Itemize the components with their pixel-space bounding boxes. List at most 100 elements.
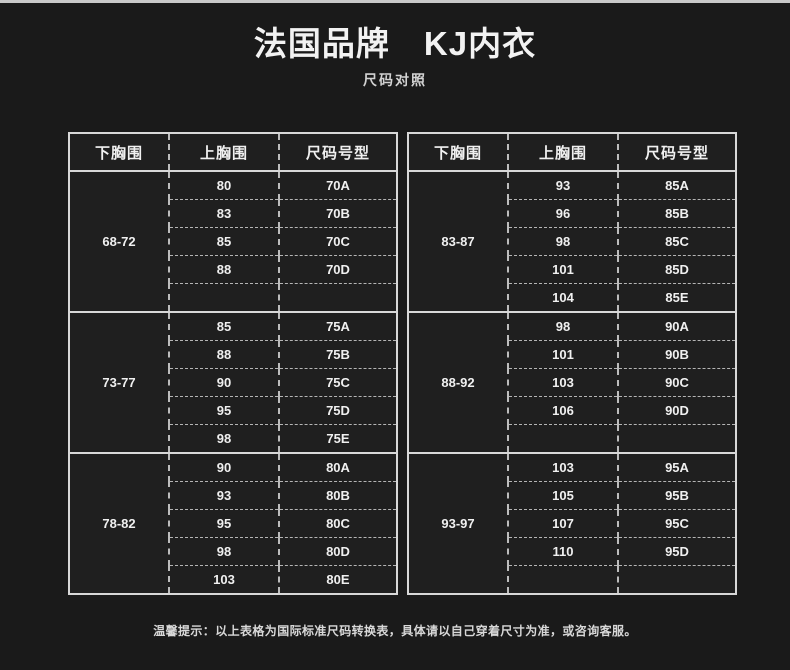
table-row: 103 80E (69, 565, 397, 594)
bust-value-cell: 98 (169, 424, 280, 454)
table-row: 105 95B (408, 481, 736, 510)
size-code-cell: 85B (618, 199, 736, 228)
size-code-cell: 70B (279, 199, 397, 228)
size-code-cell: 80D (279, 537, 397, 566)
column-header-size: 尺码号型 (618, 133, 736, 172)
size-code-cell: 85E (618, 283, 736, 313)
page-title: 法国品牌 KJ内衣 (253, 25, 537, 62)
table-row: 88-92 98 90A (408, 312, 736, 454)
table-row: 96 85B (408, 199, 736, 228)
underbust-group-cell: 93-97 (408, 453, 509, 594)
underbust-group-cell: 88-92 (408, 312, 509, 454)
table-row: 88 70D (69, 255, 397, 284)
bust-value-cell: 103 (508, 368, 619, 397)
size-code-cell (618, 566, 736, 595)
table-row: 106 90D (408, 396, 736, 425)
size-code-cell: 70D (279, 255, 397, 284)
footer-note: 温馨提示：以上表格为国际标准尺码转换表，具体请以自己穿着尺寸为准，或咨询客服。 (153, 624, 637, 638)
page-subtitle: 尺码对照 (363, 72, 427, 88)
bust-value-cell: 101 (508, 255, 619, 284)
bust-value-cell: 85 (169, 227, 280, 256)
underbust-group-cell: 83-87 (408, 171, 509, 313)
size-code-cell: 85D (618, 255, 736, 284)
table-header-left: 下胸围 上胸围 尺码号型 (69, 133, 397, 172)
table-row: 101 85D (408, 255, 736, 284)
table-row: 83 70B (69, 199, 397, 228)
table-row: 93 80B (69, 481, 397, 510)
table-row (69, 283, 397, 313)
bust-value-cell: 103 (508, 453, 619, 482)
page-header: 法国品牌 KJ内衣 尺码对照 (0, 22, 790, 90)
size-table-right-container: 下胸围 上胸围 尺码号型 83-87 93 85A 96 85B 98 85C 101 85D 1… (407, 132, 737, 595)
size-code-cell: 80A (279, 453, 397, 482)
bust-value-cell: 88 (169, 255, 280, 284)
bust-value-cell: 90 (169, 453, 280, 482)
table-row: 90 75C (69, 368, 397, 397)
table-row: 88 75B (69, 340, 397, 369)
table-row: 68-72 80 70A (69, 171, 397, 313)
table-row: 78-82 90 80A (69, 453, 397, 594)
column-header-underbust: 下胸围 (69, 133, 170, 172)
size-code-cell: 75D (279, 396, 397, 425)
table-row: 83-87 93 85A (408, 171, 736, 313)
table-row: 103 90C (408, 368, 736, 397)
table-header-row: 下胸围 上胸围 尺码号型 (69, 133, 397, 172)
bust-value-cell: 98 (508, 227, 619, 256)
column-header-underbust: 下胸围 (408, 133, 509, 172)
table-body-right: 83-87 93 85A 96 85B 98 85C 101 85D 104 85E 88-92 98 9… (408, 171, 736, 594)
table-row: 98 85C (408, 227, 736, 256)
table-row: 104 85E (408, 283, 736, 313)
size-code-cell: 80E (326, 572, 350, 587)
bust-value-cell: 105 (508, 481, 619, 510)
bust-value-cell: 95 (169, 396, 280, 425)
size-code-cell (279, 283, 397, 313)
table-row: 98 75E (69, 424, 397, 454)
size-table-right: 下胸围 上胸围 尺码号型 83-87 93 85A 96 85B 98 85C 101 85D 1… (407, 132, 737, 595)
bust-value-cell: 106 (508, 396, 619, 425)
size-code-cell: 90C (618, 368, 736, 397)
size-table-left: 下胸围 上胸围 尺码号型 68-72 80 70A 83 70B 85 70C 88 70D 73… (68, 132, 398, 595)
table-row: 95 80C (69, 509, 397, 538)
size-code-cell (618, 424, 736, 454)
bust-value-cell: 107 (508, 509, 619, 538)
size-code-cell: 75B (279, 340, 397, 369)
table-row: 107 95C (408, 509, 736, 538)
bust-value-cell: 101 (508, 340, 619, 369)
table-row (408, 424, 736, 454)
underbust-group-cell: 78-82 (69, 453, 170, 594)
bust-value-cell: 98 (169, 537, 280, 566)
column-header-bust: 上胸围 (508, 133, 619, 172)
size-code-cell: 70A (279, 171, 397, 200)
size-code-cell: 70C (279, 227, 397, 256)
size-code-cell: 85C (618, 227, 736, 256)
bust-value-cell: 93 (508, 171, 619, 200)
bust-value-cell (508, 565, 619, 594)
size-code-cell: 75C (279, 368, 397, 397)
top-divider-rule (0, 0, 790, 3)
bust-value-cell: 80 (169, 171, 280, 200)
size-code-cell: 95D (618, 537, 736, 566)
table-row: 95 75D (69, 396, 397, 425)
bust-value-cell: 85 (169, 312, 280, 341)
size-code-cell: 90A (618, 312, 736, 341)
bust-value-cell: 110 (508, 537, 619, 566)
table-body-left: 68-72 80 70A 83 70B 85 70C 88 70D 73-77 85 75A 88 75B… (69, 171, 397, 594)
bust-value-cell: 103 (169, 565, 280, 594)
column-header-size: 尺码号型 (279, 133, 397, 172)
size-code-cell: 75A (279, 312, 397, 341)
bust-value-cell: 90 (169, 368, 280, 397)
table-header-right: 下胸围 上胸围 尺码号型 (408, 133, 736, 172)
bust-value-cell: 96 (508, 199, 619, 228)
size-code-cell: 90B (618, 340, 736, 369)
table-row: 85 70C (69, 227, 397, 256)
table-header-row: 下胸围 上胸围 尺码号型 (408, 133, 736, 172)
table-row: 98 80D (69, 537, 397, 566)
table-row: 110 95D (408, 537, 736, 566)
table-row: 101 90B (408, 340, 736, 369)
size-code-cell: 95A (618, 453, 736, 482)
size-code-cell: 80B (279, 481, 397, 510)
size-code-cell: 90D (618, 396, 736, 425)
size-code-cell: 85A (618, 171, 736, 200)
table-row (408, 565, 736, 595)
underbust-group-cell: 73-77 (69, 312, 170, 454)
